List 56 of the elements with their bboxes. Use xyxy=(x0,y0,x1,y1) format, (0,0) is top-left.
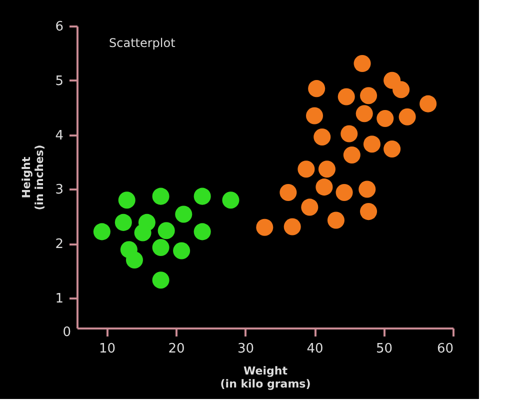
point xyxy=(152,238,170,256)
point xyxy=(158,222,175,240)
x-axis-title: Weight (in kilo grams) xyxy=(220,364,311,390)
x-tick-label: 30 xyxy=(237,342,254,356)
point xyxy=(420,95,437,112)
point xyxy=(316,178,333,196)
y-axis-title: Height (in inches) xyxy=(20,144,46,210)
point xyxy=(118,192,136,209)
point xyxy=(358,180,376,198)
text: 0 xyxy=(62,325,71,340)
point xyxy=(318,160,336,178)
point xyxy=(360,87,378,104)
y-tick-label: 1 xyxy=(55,292,64,307)
point xyxy=(343,146,360,164)
point xyxy=(356,105,373,122)
point xyxy=(306,107,324,124)
point xyxy=(354,55,371,72)
point xyxy=(392,81,410,98)
point xyxy=(93,223,110,240)
point xyxy=(222,192,240,209)
point xyxy=(308,80,326,98)
point xyxy=(384,140,401,158)
point xyxy=(175,206,192,223)
point xyxy=(363,136,380,153)
point xyxy=(194,223,211,240)
x-tick-label: 50 xyxy=(376,342,393,356)
point xyxy=(376,110,394,128)
point xyxy=(298,160,315,178)
point xyxy=(340,125,358,142)
point xyxy=(284,218,301,236)
point xyxy=(126,251,143,268)
x-tick-label: 20 xyxy=(168,342,185,356)
point xyxy=(301,198,318,216)
point xyxy=(280,184,297,202)
point xyxy=(114,214,132,231)
point xyxy=(327,212,344,229)
point xyxy=(173,242,190,260)
point xyxy=(152,188,170,205)
y-tick-label: 4 xyxy=(55,128,64,144)
point xyxy=(338,88,355,106)
point xyxy=(194,188,211,205)
point xyxy=(152,272,170,289)
point xyxy=(398,108,416,126)
point xyxy=(134,224,152,242)
point xyxy=(360,203,378,220)
x-tick-label: 10 xyxy=(99,342,116,356)
y-tick-label: 6 xyxy=(55,20,64,34)
text: Scatterplot xyxy=(109,36,176,50)
y-tick-label: 3 xyxy=(55,182,64,198)
point xyxy=(256,218,274,236)
point xyxy=(314,128,331,146)
x-tick-label: 40 xyxy=(306,342,324,356)
y-tick-label: 5 xyxy=(55,74,64,89)
point xyxy=(336,184,353,202)
y-tick-label: 2 xyxy=(55,237,64,252)
x-tick-label: 60 xyxy=(436,342,454,356)
